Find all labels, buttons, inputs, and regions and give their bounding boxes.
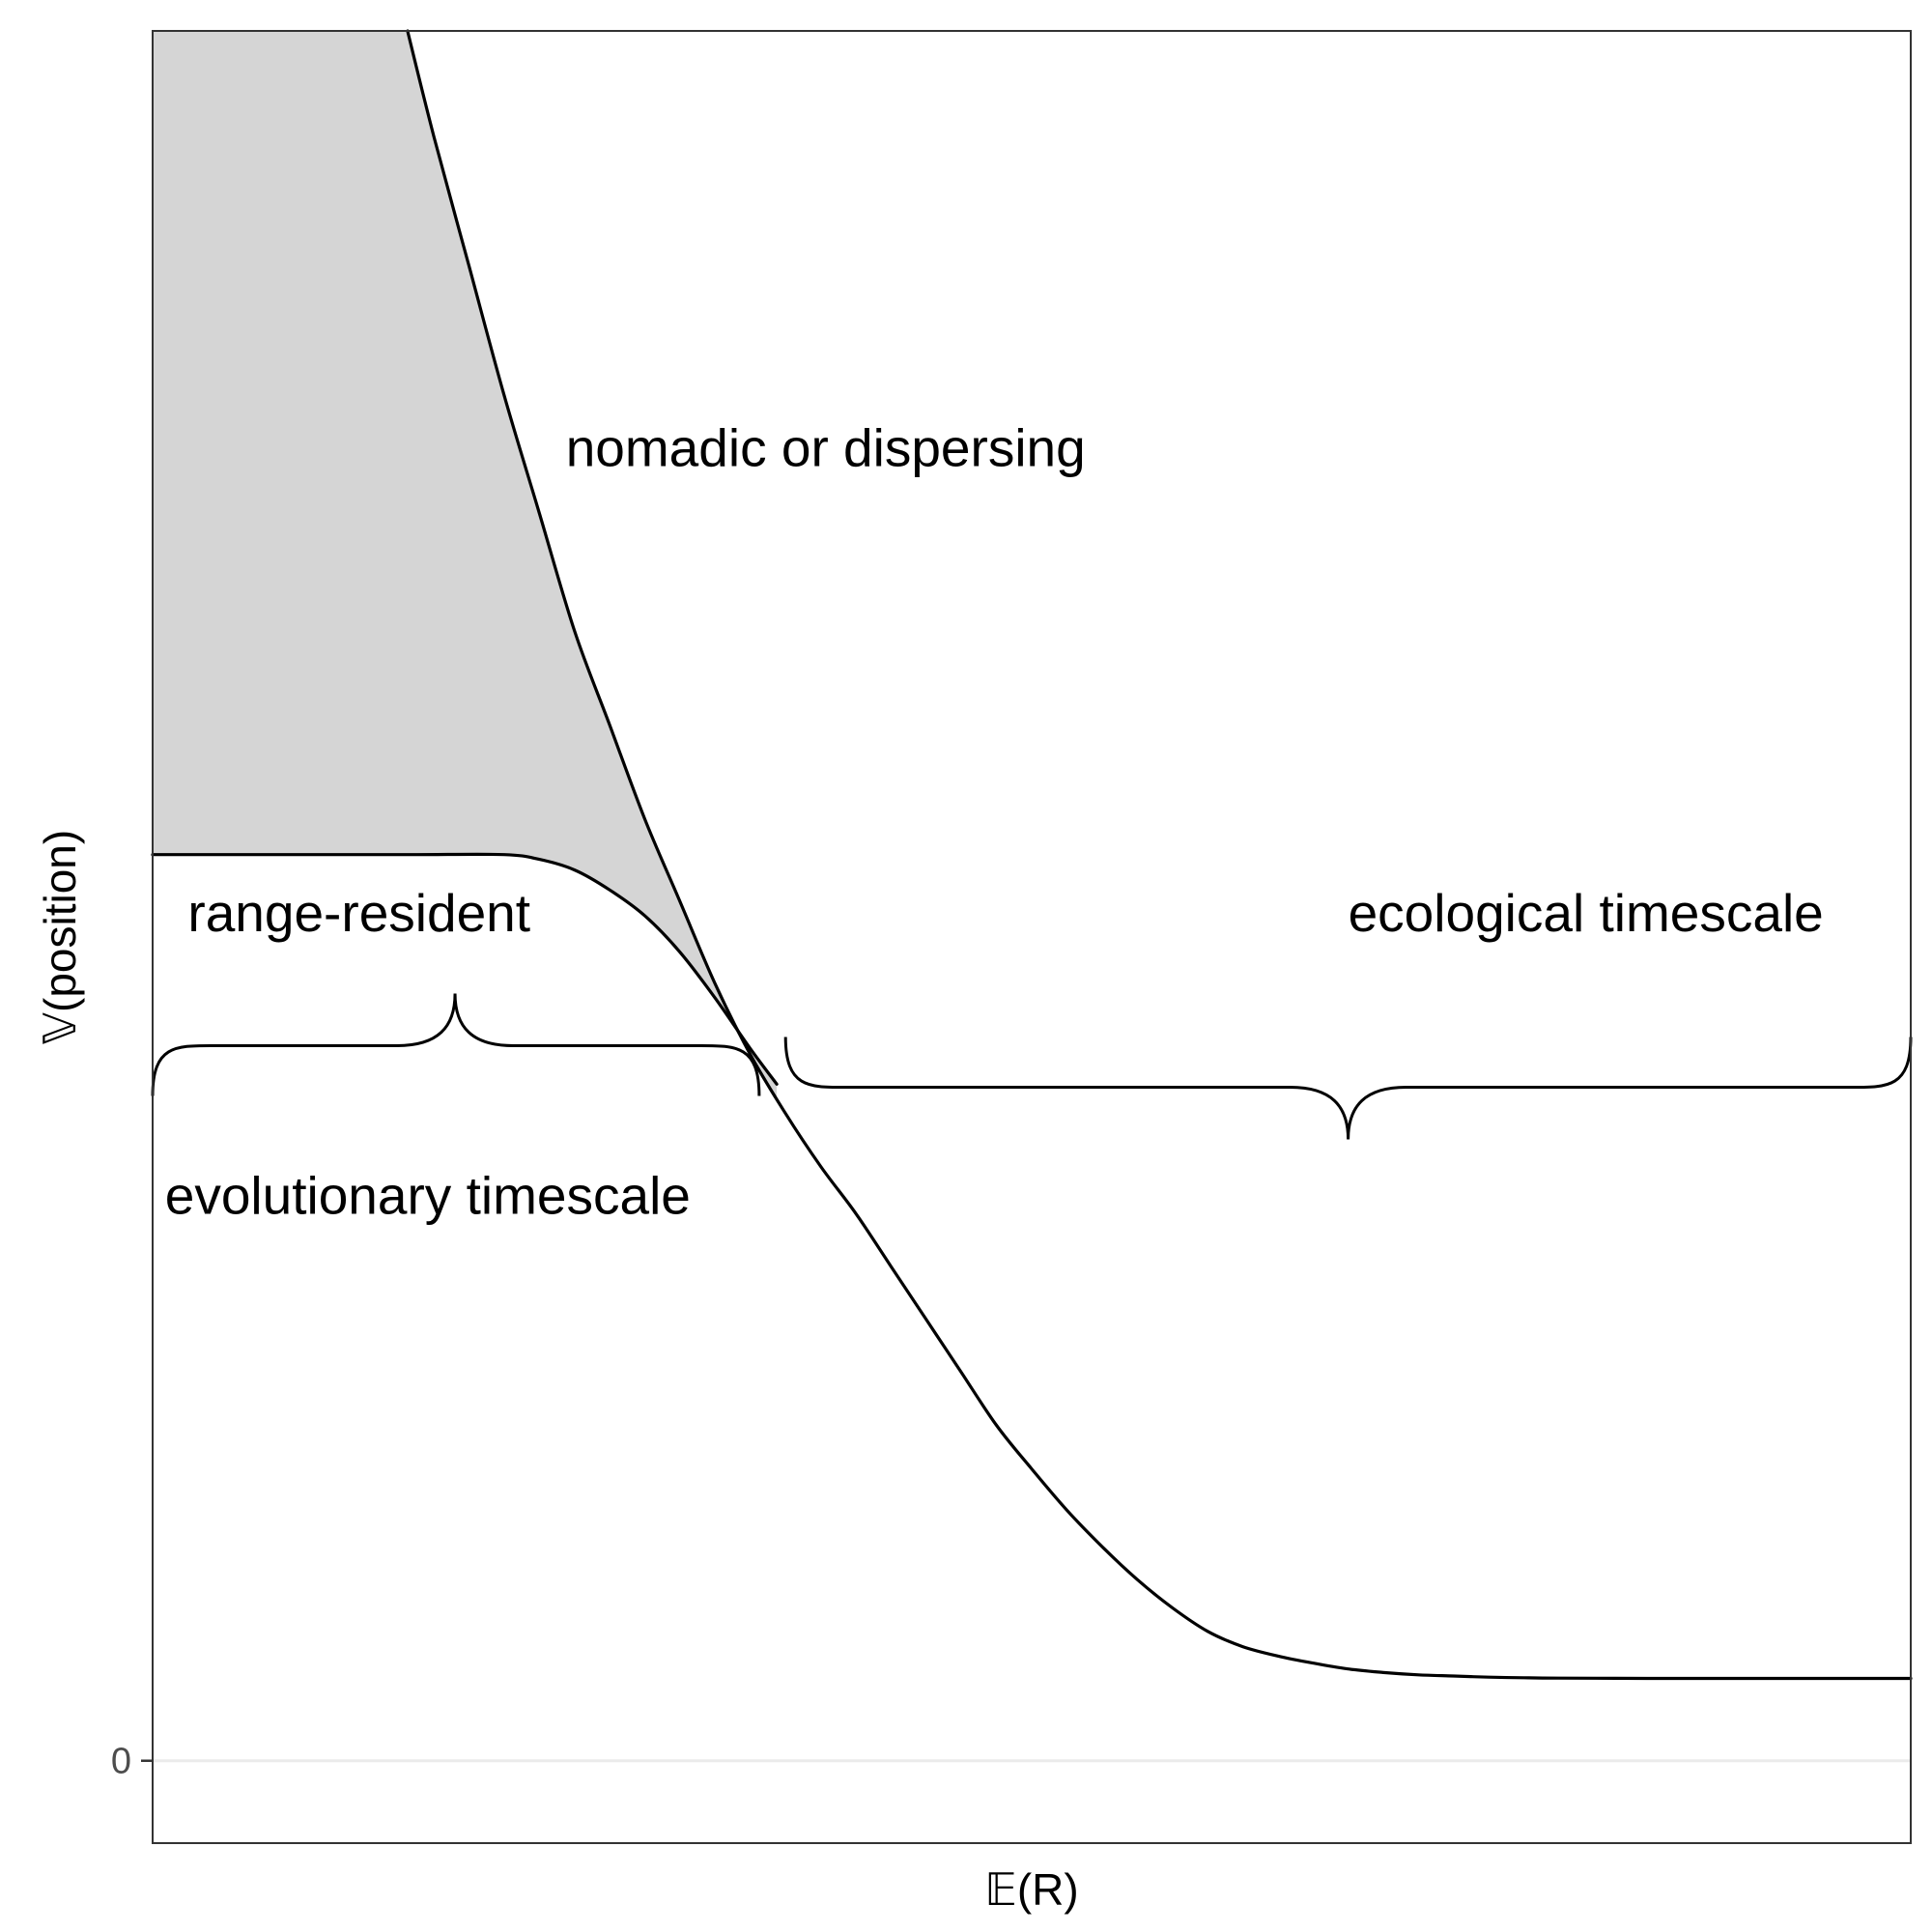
annotation-evolutionary: evolutionary timescale: [165, 1165, 691, 1225]
shaded-region: [153, 31, 778, 1099]
evolutionary-curve: [151, 852, 779, 1086]
x-axis-label: 𝔼(R): [984, 1864, 1078, 1915]
annotation-ecological: ecological timescale: [1349, 883, 1824, 943]
annotation-range-resident: range-resident: [187, 883, 530, 943]
y-axis-label: 𝕍(position): [35, 830, 85, 1044]
y-tick-label: 0: [111, 1742, 131, 1782]
plot-border: [152, 30, 1912, 1844]
annotation-nomadic: nomadic or dispersing: [566, 418, 1086, 478]
ecological-curve: [406, 29, 1913, 1681]
